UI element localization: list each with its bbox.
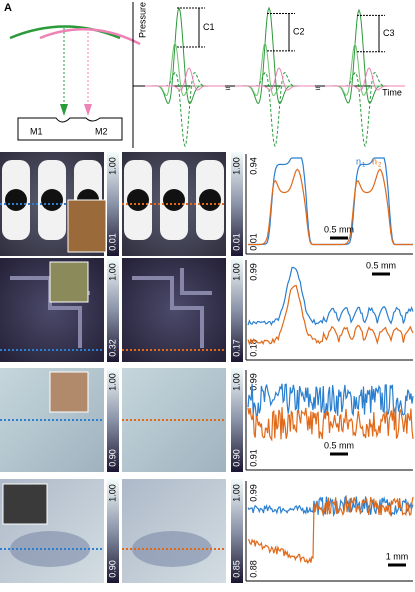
scale-label: 0.5 mm <box>366 260 396 270</box>
colorbar-label: 1.00 <box>231 157 241 175</box>
colorbar-label: 0.90 <box>107 560 117 578</box>
colorbar-label: 1.00 <box>231 373 241 391</box>
waveform <box>325 67 405 91</box>
plot-tick: 0.88 <box>248 560 258 578</box>
colorbar-label: 0.90 <box>231 449 241 467</box>
arc <box>39 28 141 46</box>
peak-label: C2 <box>293 27 305 37</box>
plot-tick: 0.99 <box>248 484 258 502</box>
hole <box>199 189 221 211</box>
colorbar-label: 0.01 <box>231 233 241 251</box>
arrow <box>84 104 92 116</box>
legend-entry: n <box>356 156 361 166</box>
colorbar <box>107 258 119 362</box>
peak-label: C1 <box>203 22 215 32</box>
hole <box>163 189 185 211</box>
colorbar-label: 1.00 <box>107 373 117 391</box>
arc <box>9 25 121 40</box>
scale-label: 0.5 mm <box>324 224 354 234</box>
colorbar-label: 0.90 <box>107 449 117 467</box>
waveform <box>235 67 315 91</box>
rows: B1.000.011.000.010.940.010.5 mmn1n2C1.00… <box>0 152 414 583</box>
axis-label: Pressure <box>137 2 147 38</box>
profile <box>247 407 414 442</box>
image <box>122 479 226 583</box>
inset <box>49 371 89 413</box>
colorbar <box>107 152 119 256</box>
colorbar-label: 1.00 <box>231 484 241 502</box>
colorbar-label: 0.17 <box>231 339 241 357</box>
inset <box>67 199 107 253</box>
arrow <box>60 104 68 116</box>
sample <box>17 117 123 141</box>
scale-label: 1 mm <box>386 551 409 561</box>
legend-entry: 2 <box>378 163 382 169</box>
colorbar <box>231 479 243 583</box>
waveform <box>145 71 225 148</box>
break: ≈ <box>316 83 321 93</box>
colorbar-label: 1.00 <box>107 263 117 281</box>
profile <box>247 284 414 346</box>
colorbar-label: 0.85 <box>231 560 241 578</box>
plot-tick: 0.91 <box>248 449 258 467</box>
break: ≈ <box>226 83 231 93</box>
colorbar-label: 1.00 <box>107 157 117 175</box>
legend-entry: 1 <box>362 163 366 169</box>
colorbar-label: 1.00 <box>107 484 117 502</box>
colorbar <box>231 152 243 256</box>
waveform <box>235 71 315 148</box>
profile <box>247 494 414 518</box>
material: M2 <box>95 126 108 136</box>
colorbar <box>231 368 243 472</box>
colorbar <box>107 368 119 472</box>
inset <box>49 261 89 303</box>
axis-label: Time <box>382 87 402 97</box>
inset <box>2 483 48 525</box>
profile <box>248 168 413 246</box>
colorbar-label: 0.01 <box>107 233 117 251</box>
waveform <box>145 67 225 91</box>
plot-tick: 0.18 <box>248 339 258 357</box>
trace <box>132 268 212 348</box>
profile <box>247 383 414 417</box>
hole <box>41 189 63 211</box>
waveform <box>325 71 405 148</box>
waveform <box>235 6 315 105</box>
profile <box>247 266 414 327</box>
hole <box>127 189 149 211</box>
profile <box>247 496 414 565</box>
legend-entry: n <box>372 156 377 166</box>
colorbar-label: 0.32 <box>107 339 117 357</box>
hole <box>5 189 27 211</box>
plot-tick: 0.99 <box>248 373 258 391</box>
colorbar <box>231 258 243 362</box>
scale-label: 0.5 mm <box>324 440 354 450</box>
colorbar-label: 1.00 <box>231 263 241 281</box>
plot-tick: 0.94 <box>248 157 258 175</box>
panel-a: A M1 M2 Pressure Time ≈ ≈ C1 C2 C3 <box>4 2 405 148</box>
plot-tick: 0.99 <box>248 263 258 281</box>
colorbar <box>107 479 119 583</box>
plot-tick: 0.01 <box>248 233 258 251</box>
peak-label: C3 <box>383 28 395 38</box>
material: M1 <box>30 126 43 136</box>
panel-label: A <box>4 2 12 14</box>
